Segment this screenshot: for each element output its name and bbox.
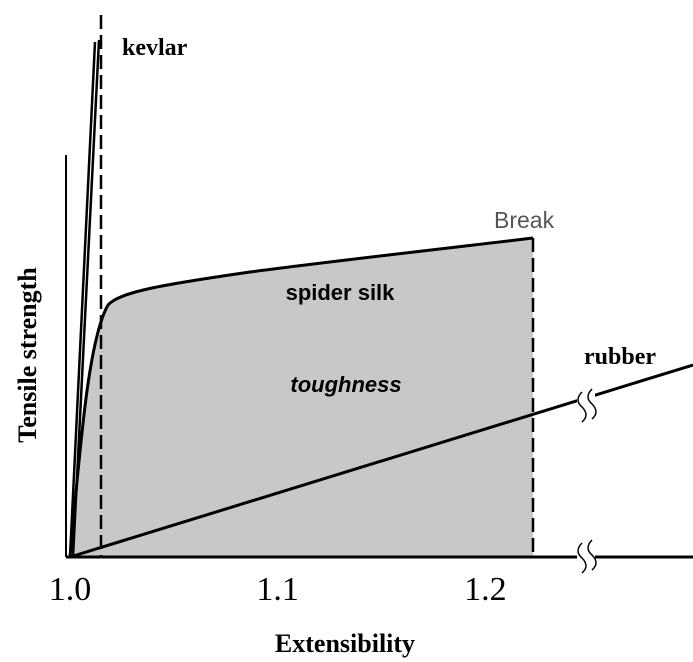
axis-break: [577, 388, 597, 423]
toughness-area: [70, 238, 533, 557]
axis-break-gap: [577, 545, 595, 575]
annotation: rubber: [584, 344, 656, 370]
spider-silk-curve: [68, 236, 534, 558]
x-tick-label: 1.0: [49, 571, 92, 608]
x-tick-label: 1.2: [464, 571, 507, 608]
annotation: kevlar: [122, 35, 188, 61]
annotation: toughness: [290, 372, 401, 397]
x-axis-label: Extensibility: [275, 629, 415, 658]
axis-break-gap: [577, 385, 595, 425]
annotation: spider silk: [286, 280, 396, 305]
kevlar-curve: [68, 41, 97, 558]
y-axis-label: Tensile strength: [13, 267, 42, 443]
x-tick-label: 1.1: [256, 571, 299, 608]
axis-break: [577, 539, 597, 574]
annotation: Break: [494, 207, 555, 233]
